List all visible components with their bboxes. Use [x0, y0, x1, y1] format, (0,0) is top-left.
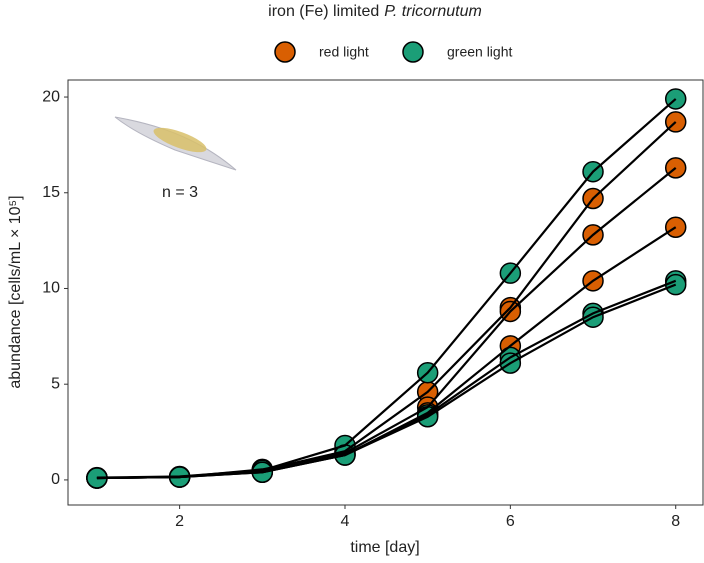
- x-tick-label: 8: [671, 513, 680, 530]
- y-axis-label: abundance [cells/mL × 10⁵]: [7, 195, 24, 388]
- y-tick-label: 15: [42, 184, 60, 201]
- legend-swatch: [402, 41, 424, 63]
- title-species: P. tricornutum: [384, 3, 482, 20]
- legend-label: green light: [447, 44, 512, 60]
- legend-label: red light: [319, 44, 369, 60]
- series-line: [96, 226, 677, 480]
- panel-border: [67, 79, 704, 506]
- chart-title: iron (Fe) limited P. tricornutum: [268, 3, 482, 20]
- annotation: n = 3: [162, 184, 198, 201]
- diatom-icon: [114, 116, 237, 171]
- series-line: [96, 283, 677, 480]
- y-tick-label: 0: [51, 471, 60, 488]
- y-tick-label: 5: [51, 375, 60, 392]
- x-tick-label: 6: [506, 513, 515, 530]
- x-axis-label: time [day]: [350, 539, 419, 556]
- y-tick-label: 10: [42, 280, 60, 297]
- title-text: iron (Fe) limited: [268, 3, 379, 20]
- legend-swatch: [274, 41, 296, 63]
- x-tick-label: 4: [341, 513, 350, 530]
- y-tick-label: 20: [42, 88, 60, 105]
- x-tick-label: 2: [175, 513, 184, 530]
